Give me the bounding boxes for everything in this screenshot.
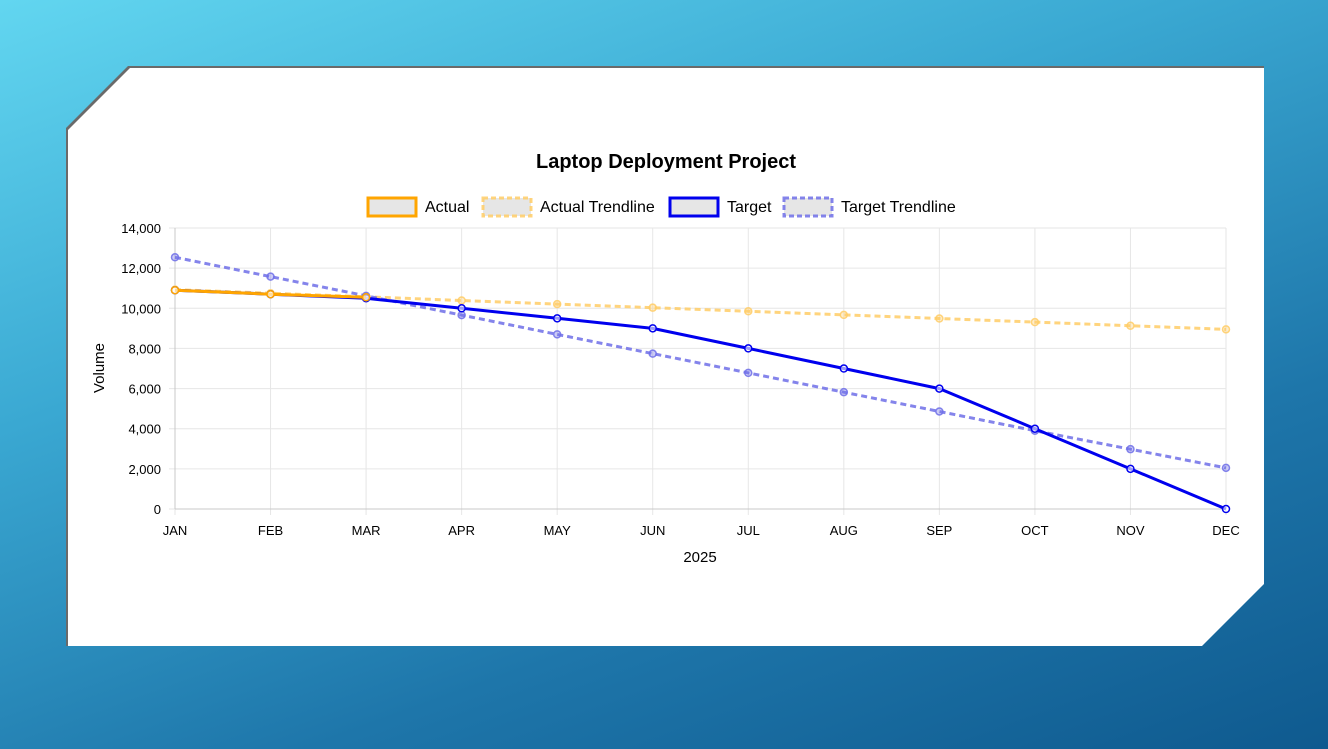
- x-tick-label: AUG: [830, 523, 858, 538]
- x-tick-label: NOV: [1116, 523, 1145, 538]
- legend-label-actual: Actual: [425, 199, 469, 216]
- data-point-actual-trendline: [457, 296, 466, 305]
- y-tick-label: 8,000: [128, 341, 161, 356]
- data-point-target: [1030, 424, 1040, 433]
- data-point-target-trendline: [648, 349, 657, 358]
- data-point-actual-trendline: [839, 310, 849, 320]
- chart-title: Laptop Deployment Project: [536, 151, 796, 173]
- x-tick-label: JUN: [640, 523, 665, 538]
- data-point-target: [1126, 464, 1135, 474]
- legend-label-target: Target: [727, 199, 772, 216]
- data-point-actual-trendline: [648, 303, 657, 312]
- data-point-actual-trendline: [935, 314, 944, 323]
- series-layer: [170, 253, 1231, 514]
- y-tick-label: 12,000: [121, 261, 161, 276]
- data-point-actual-trendline: [1221, 325, 1231, 334]
- legend: Actual Actual Trendline Target Target Trend…: [366, 196, 956, 218]
- x-axis-label: 2025: [683, 549, 716, 566]
- x-tick-label: SEP: [926, 523, 952, 538]
- data-point-target-trendline: [170, 253, 180, 262]
- data-point-actual-trendline: [744, 307, 753, 316]
- x-tick-label: MAR: [352, 523, 381, 538]
- grid: [169, 227, 1227, 515]
- data-point-target: [457, 304, 466, 313]
- data-point-target: [744, 344, 753, 353]
- legend-swatch-actual-trendline: [481, 196, 533, 218]
- data-point-target-trendline: [457, 310, 466, 320]
- series-line-target-trendline: [174, 255, 1227, 470]
- legend-label-target-trendline: Target Trendline: [841, 199, 956, 216]
- data-point-actual-trendline: [552, 299, 562, 309]
- y-tick-label: 6,000: [128, 382, 161, 397]
- x-tick-label: JAN: [163, 523, 188, 538]
- data-point-target: [935, 384, 944, 393]
- x-tick-label: OCT: [1021, 523, 1049, 538]
- y-axis-label: Volume: [91, 343, 108, 393]
- legend-swatch-target-trendline: [782, 196, 834, 218]
- x-tick-label: MAY: [544, 523, 572, 538]
- data-point-actual: [170, 285, 180, 295]
- x-tick-label: APR: [448, 523, 475, 538]
- data-point-actual-trendline: [1126, 321, 1135, 330]
- legend-swatch-actual: [366, 196, 418, 218]
- data-point-actual-trendline: [1030, 317, 1040, 327]
- y-tick-label: 14,000: [121, 221, 161, 236]
- x-tick-label: JUL: [737, 523, 760, 538]
- x-tick-label: FEB: [258, 523, 283, 538]
- data-point-target-trendline: [744, 368, 753, 378]
- y-tick-label: 4,000: [128, 422, 161, 437]
- y-axis: 0 2,000 4,000 6,000 8,000 10,000 12,000 14,000: [121, 221, 161, 517]
- x-axis: JAN FEB MAR APR MAY JUN JUL AUG SEP OCT NOV DEC: [163, 523, 1240, 538]
- data-point-target-trendline: [266, 272, 275, 281]
- data-point-target: [839, 364, 849, 373]
- data-point-target: [552, 314, 562, 323]
- data-point-actual: [361, 292, 371, 302]
- data-point-target-trendline: [552, 330, 562, 339]
- data-point-target-trendline: [935, 407, 944, 416]
- data-point-target-trendline: [839, 387, 849, 397]
- y-tick-label: 0: [154, 502, 161, 517]
- y-tick-label: 2,000: [128, 462, 161, 477]
- data-point-target: [648, 324, 657, 333]
- data-point-target-trendline: [1126, 444, 1135, 454]
- x-tick-label: DEC: [1212, 523, 1239, 538]
- legend-label-actual-trendline: Actual Trendline: [540, 199, 655, 216]
- data-point-target: [1221, 504, 1231, 514]
- data-point-target-trendline: [1221, 463, 1231, 473]
- y-tick-label: 10,000: [121, 301, 161, 316]
- data-point-actual: [266, 289, 275, 299]
- legend-swatch-target: [668, 196, 720, 218]
